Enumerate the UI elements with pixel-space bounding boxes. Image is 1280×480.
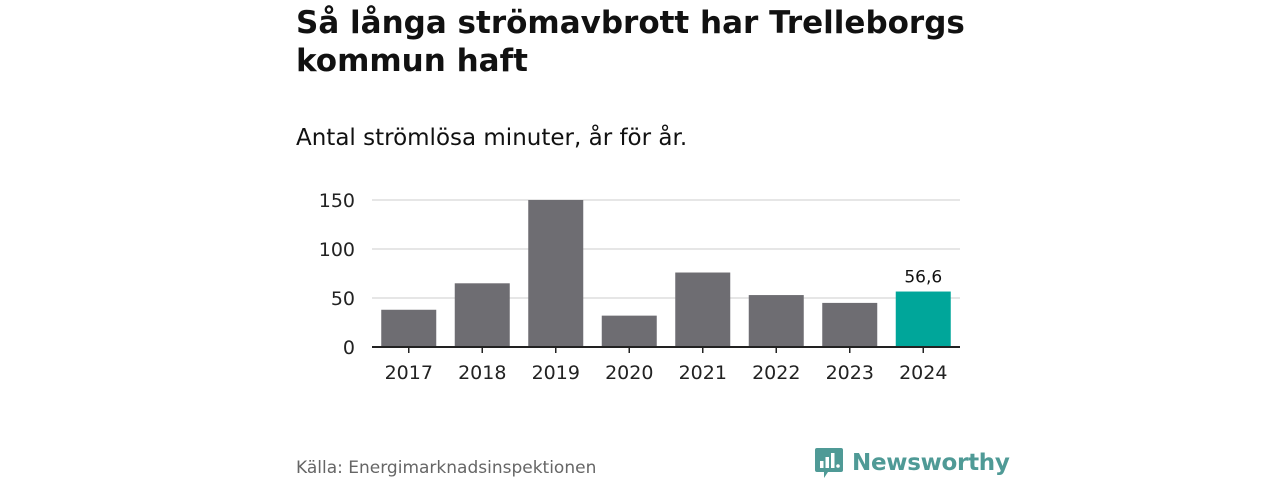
bar [675,272,731,347]
chart-subtitle: Antal strömlösa minuter, år för år. [296,125,688,151]
x-tick-label: 2021 [679,362,727,384]
bar [822,302,878,347]
x-tick-label: 2024 [899,362,947,384]
x-tick-label: 2019 [532,362,580,384]
chart-title: Så långa strömavbrott har Trelleborgs ko… [296,5,965,79]
data-label: 56,6 [904,268,942,288]
y-tick-label: 50 [331,288,355,310]
x-tick-label: 2018 [458,362,506,384]
bar [528,200,584,347]
x-tick-label: 2020 [605,362,653,384]
bar [381,309,437,347]
x-tick-label: 2017 [385,362,433,384]
brand-logo: Newsworthy [814,446,1010,480]
newsworthy-logo-icon [815,448,843,478]
x-tick-label: 2022 [752,362,800,384]
x-tick-label: 2023 [826,362,874,384]
bar [601,315,657,347]
bar [748,295,804,347]
y-tick-label: 0 [343,337,355,359]
source-note: Källa: Energimarknadsinspektionen [296,458,597,478]
bar-chart: 0 50 100 150 2017 2018 2019 2020 2021 2022 2023 202… [319,190,960,384]
brand-name: Newsworthy [852,450,1010,476]
bar-highlight [895,291,951,347]
y-tick-label: 100 [319,239,355,261]
bar [454,283,510,347]
y-tick-label: 150 [319,190,355,212]
